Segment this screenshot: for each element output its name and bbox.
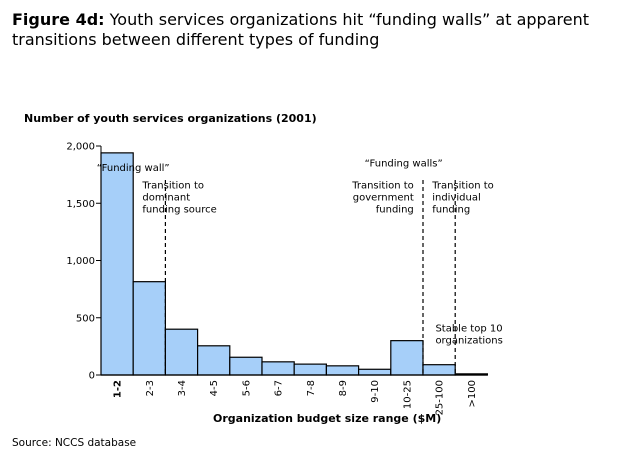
x-tick-label-8: 9-10 [370, 380, 381, 403]
y-tick-label-0: 0 [89, 371, 95, 382]
x-tick-label-11: >100 [467, 380, 478, 407]
x-tick-label-2: 3-4 [177, 380, 188, 396]
annotation-line: “Funding walls” [365, 159, 443, 170]
bar-2-3 [132, 281, 166, 376]
annotation-line: organizations [435, 335, 502, 346]
bar-1-2 [100, 152, 134, 376]
annotation-line: dominant [142, 192, 190, 203]
bar-7-8 [293, 363, 328, 376]
x-tick-label-10: 25-100 [435, 380, 446, 415]
y-axis-label: Number of youth services organizations (… [24, 112, 317, 125]
annotation-line: Transition to [431, 180, 494, 191]
x-tick-label-3: 4-5 [209, 380, 220, 396]
annotation-transition-government: Transition to government funding [351, 180, 414, 215]
x-tick-label-9: 10-25 [402, 380, 413, 409]
annotation-line: individual [432, 192, 481, 203]
x-tick-label-7: 8-9 [338, 380, 349, 396]
bar-5-6 [229, 356, 263, 376]
figure-title: Figure 4d: Youth services organizations … [12, 10, 612, 50]
annotation-transition-individual: Transition to individual funding [431, 180, 494, 215]
figure-title-text: Youth services organizations hit “fundin… [12, 10, 589, 49]
y-tick-label-1000: 1,000 [66, 256, 95, 267]
y-tick-label-2000: 2,000 [66, 142, 95, 153]
bar-8-9 [325, 365, 360, 376]
annotation-line: funding source [142, 204, 216, 215]
bar-4-5 [197, 345, 231, 376]
annotation-line: funding [432, 204, 470, 215]
annotation-line: Transition to [141, 180, 204, 191]
bar-25-100 [422, 364, 456, 376]
annotation-line: Transition to [351, 180, 414, 191]
annotation-line: government [353, 192, 414, 203]
source-note: Source: NCCS database [12, 437, 137, 449]
annotation-line: Stable top 10 [435, 323, 502, 334]
annotation-stable-top10: Stable top 10 organizations [435, 323, 502, 346]
annotation-transition-dominant: Transition to dominant funding source [141, 180, 216, 215]
annotation-line: funding [376, 204, 414, 215]
y-tick-label-1500: 1,500 [66, 199, 95, 210]
x-tick-label-0: 1-2 [113, 380, 124, 398]
x-tick-label-1: 2-3 [145, 380, 156, 396]
x-tick-label-5: 6-7 [274, 380, 285, 396]
x-axis-label: Organization budget size range ($M) [213, 412, 442, 425]
y-tick-label-500: 500 [76, 313, 95, 324]
annotation-wall-2: “Funding walls” [365, 159, 443, 170]
bar-10-25 [390, 340, 424, 376]
figure-label: Figure 4d: [12, 10, 105, 29]
x-tick-label-4: 5-6 [241, 380, 252, 396]
bar-6-7 [261, 361, 295, 376]
bar-3-4 [164, 328, 199, 376]
annotation-wall-1: “Funding wall” [97, 163, 170, 174]
bar-9-10 [358, 368, 392, 376]
x-tick-label-6: 7-8 [306, 380, 317, 396]
annotation-line: “Funding wall” [97, 163, 170, 174]
